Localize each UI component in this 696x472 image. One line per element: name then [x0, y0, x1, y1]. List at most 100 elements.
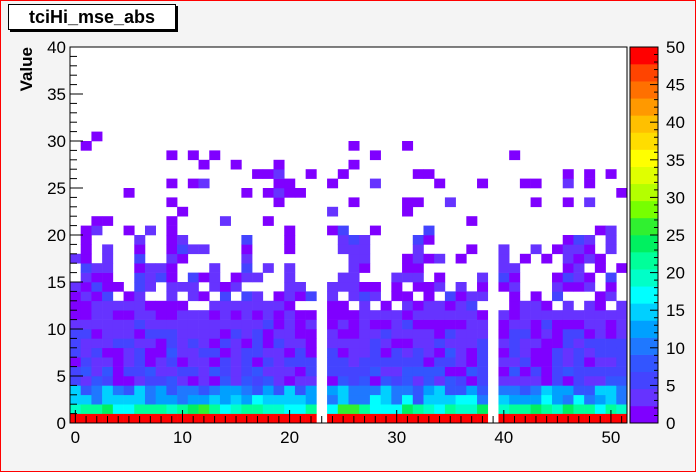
heatmap-cell — [230, 159, 242, 170]
heatmap-cell — [562, 310, 574, 320]
heatmap-cell — [402, 357, 414, 367]
heatmap-cell — [412, 329, 424, 339]
heatmap-cell — [359, 319, 371, 330]
heatmap-cell — [209, 338, 221, 349]
heatmap-cell — [605, 291, 617, 302]
heatmap-cell — [327, 178, 339, 189]
heatmap-cell — [262, 310, 274, 320]
heatmap-cell — [594, 253, 606, 264]
heatmap-cell — [552, 376, 564, 386]
heatmap-cell — [530, 319, 542, 330]
heatmap-cell — [241, 188, 253, 198]
heatmap-cell — [380, 394, 392, 405]
heatmap-cell — [498, 357, 510, 367]
heatmap-cell — [273, 394, 285, 405]
heatmap-cell — [219, 310, 231, 320]
heatmap-cell — [166, 394, 178, 405]
heatmap-cell — [573, 347, 585, 358]
heatmap-cell — [209, 272, 221, 283]
heatmap-cell — [241, 300, 253, 311]
y-tick-label: 30 — [47, 132, 66, 151]
heatmap-cell — [102, 347, 114, 358]
heatmap-cell — [530, 394, 542, 405]
heatmap-cell — [530, 197, 542, 208]
heatmap-cell — [305, 329, 317, 339]
heatmap-cell — [284, 338, 296, 349]
heatmap-cell — [187, 347, 199, 358]
heatmap-cell — [155, 338, 167, 349]
heatmap-cell — [584, 338, 596, 349]
colorbar-segment — [630, 166, 658, 185]
colorbar-segment — [630, 115, 658, 133]
heatmap-cell — [123, 310, 135, 320]
heatmap-cell — [455, 357, 467, 367]
heatmap-cell — [198, 376, 210, 386]
heatmap-cell — [305, 357, 317, 367]
heatmap-cell — [466, 216, 478, 226]
x-tick-label: 0 — [71, 428, 80, 447]
heatmap-cell — [241, 253, 253, 264]
heatmap-cell — [337, 282, 349, 292]
heatmap-cell — [359, 282, 371, 292]
heatmap-cell — [391, 272, 403, 283]
heatmap-cell — [252, 385, 264, 396]
heatmap-cell — [412, 347, 424, 358]
heatmap-cell — [498, 338, 510, 349]
heatmap-cell — [477, 366, 489, 377]
heatmap-cell — [359, 385, 371, 396]
heatmap-cell — [134, 263, 146, 273]
heatmap-cell — [562, 263, 574, 273]
heatmap-cell — [177, 394, 189, 405]
heatmap-cell — [466, 404, 478, 414]
heatmap-cell — [284, 282, 296, 292]
heatmap-cell — [252, 319, 264, 330]
heatmap-cell — [455, 376, 467, 386]
heatmap-cell — [359, 310, 371, 320]
heatmap-cell — [144, 357, 156, 367]
y-axis-label: Value — [17, 47, 36, 91]
heatmap-cell — [519, 357, 531, 367]
y-tick-label: 5 — [57, 367, 66, 386]
heatmap-cell — [402, 329, 414, 339]
heatmap-cell — [423, 319, 435, 330]
heatmap-cell — [155, 347, 167, 358]
heatmap-cell — [273, 347, 285, 358]
heatmap-cell — [262, 404, 274, 414]
heatmap-cell — [380, 366, 392, 377]
heatmap-cell — [498, 385, 510, 396]
heatmap-cell — [530, 338, 542, 349]
heatmap-cell — [434, 282, 446, 292]
heatmap-cell — [498, 376, 510, 386]
heatmap-cell — [594, 366, 606, 377]
heatmap-cell — [509, 357, 521, 367]
heatmap-cell — [166, 347, 178, 358]
heatmap-cell — [187, 376, 199, 386]
x-tick-label: 10 — [173, 428, 192, 447]
heatmap-cell — [477, 338, 489, 349]
heatmap-cell — [616, 188, 628, 198]
heatmap-cell — [594, 300, 606, 311]
heatmap-cell — [102, 253, 114, 264]
heatmap-cell — [134, 310, 146, 320]
y-tick-label: 10 — [47, 320, 66, 339]
heatmap-cell — [573, 394, 585, 405]
heatmap-cell — [552, 319, 564, 330]
heatmap-cell — [166, 178, 178, 189]
heatmap-cell — [80, 272, 92, 283]
heatmap-cell — [434, 338, 446, 349]
heatmap-cell — [562, 394, 574, 405]
heatmap-cell — [380, 347, 392, 358]
heatmap-cell — [444, 319, 456, 330]
heatmap-cell — [294, 291, 306, 302]
heatmap-cell — [616, 394, 628, 405]
heatmap-cell — [80, 347, 92, 358]
heatmap-cell — [187, 150, 199, 161]
heatmap-cell — [284, 310, 296, 320]
heatmap-cell — [166, 300, 178, 311]
heatmap-cell — [209, 394, 221, 405]
heatmap-cell — [584, 169, 596, 179]
heatmap-cell — [337, 310, 349, 320]
heatmap-cell — [305, 366, 317, 377]
heatmap-cell — [327, 404, 339, 414]
heatmap-cell — [509, 404, 521, 414]
